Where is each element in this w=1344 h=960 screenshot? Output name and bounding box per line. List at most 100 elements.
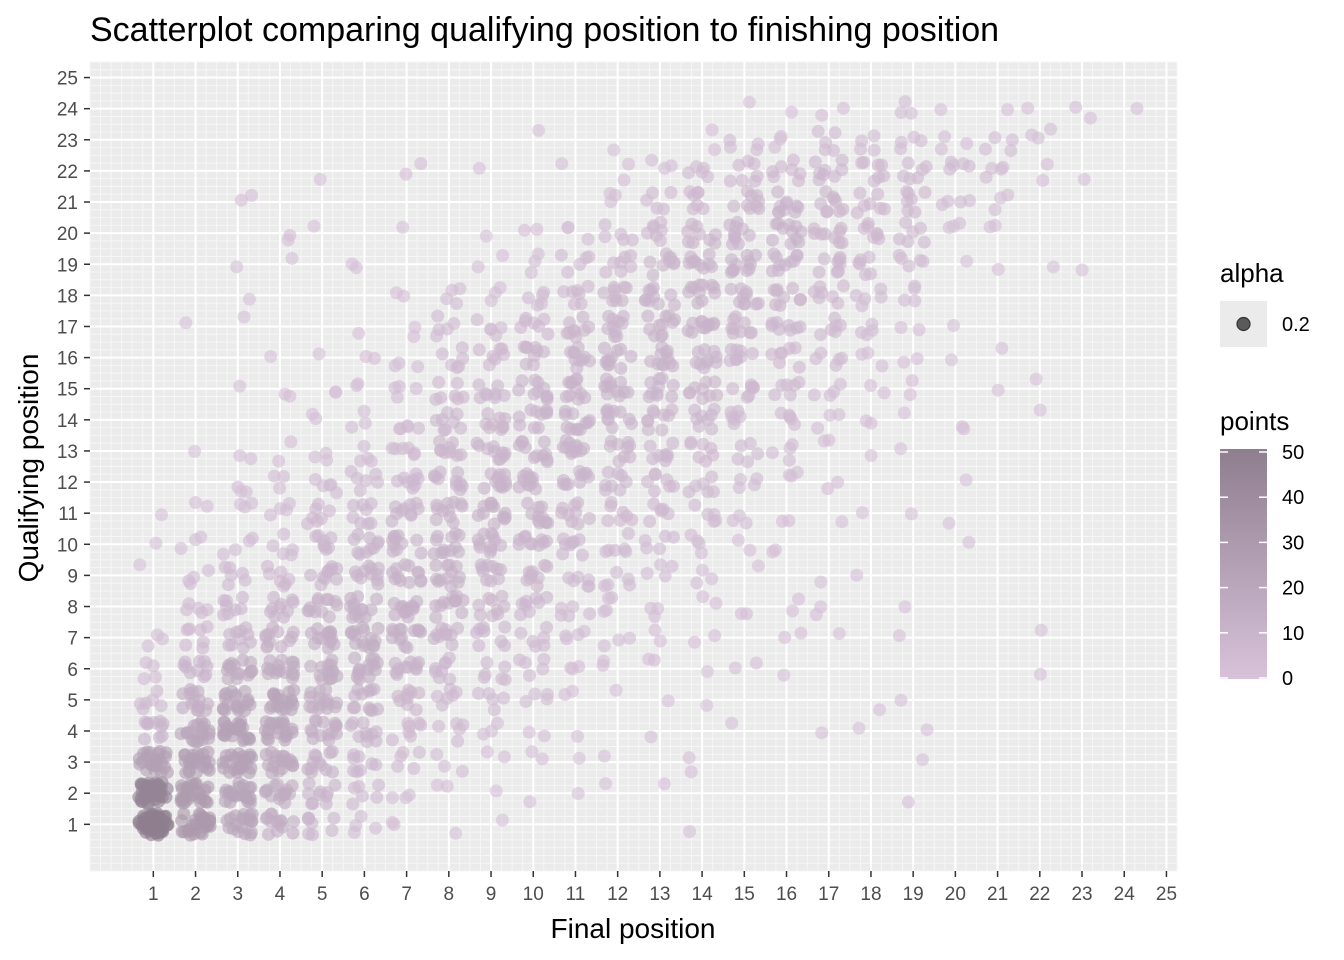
data-point <box>864 379 878 392</box>
data-point <box>918 185 932 199</box>
data-point <box>597 639 611 653</box>
data-point <box>625 233 639 247</box>
y-tick-label: 12 <box>57 473 78 494</box>
data-point <box>625 513 639 527</box>
data-point <box>807 388 821 402</box>
x-tick-label: 3 <box>232 884 243 905</box>
data-point <box>790 248 804 262</box>
data-point <box>640 566 654 580</box>
data-point <box>819 136 833 149</box>
data-point <box>480 745 494 759</box>
data-point <box>664 186 678 199</box>
y-tick-label: 11 <box>58 504 78 525</box>
data-point <box>483 545 497 559</box>
data-point <box>658 448 672 462</box>
data-point <box>179 638 193 652</box>
data-point <box>385 514 399 528</box>
data-point <box>864 449 878 462</box>
data-point <box>614 342 628 356</box>
data-point <box>1001 103 1014 117</box>
data-point <box>347 602 361 616</box>
data-point <box>705 572 719 586</box>
data-point <box>481 407 495 421</box>
data-point <box>270 699 284 713</box>
data-point <box>859 414 873 428</box>
data-point <box>908 205 922 219</box>
data-point <box>349 636 362 650</box>
data-point <box>470 313 484 327</box>
data-point <box>385 791 399 805</box>
data-point <box>665 390 679 404</box>
data-point <box>275 653 289 667</box>
data-point <box>521 496 535 510</box>
data-point <box>441 406 454 420</box>
x-tick-label: 19 <box>903 884 924 905</box>
data-point <box>452 359 466 373</box>
data-point <box>262 827 275 841</box>
data-point <box>189 533 202 547</box>
data-point <box>647 497 661 511</box>
data-point <box>386 534 400 547</box>
data-point <box>385 441 399 455</box>
data-point <box>303 700 317 714</box>
data-point <box>236 590 249 604</box>
data-point <box>141 639 155 653</box>
data-point <box>479 417 493 431</box>
data-point <box>746 381 760 395</box>
data-point <box>281 233 295 247</box>
color-legend-label: 40 <box>1282 487 1304 509</box>
data-point <box>1130 102 1144 115</box>
data-point <box>274 716 288 730</box>
data-point <box>455 479 469 493</box>
y-tick-label: 13 <box>57 442 78 463</box>
data-point <box>369 467 383 481</box>
data-point <box>771 217 785 231</box>
data-point <box>581 416 595 430</box>
data-point <box>519 311 533 325</box>
data-point <box>354 516 368 530</box>
data-point <box>414 157 428 171</box>
data-point <box>682 285 696 299</box>
data-point <box>481 442 495 456</box>
data-point <box>229 690 242 704</box>
data-point <box>432 375 446 389</box>
data-point <box>434 599 448 613</box>
data-point <box>784 469 798 483</box>
data-point <box>783 341 796 355</box>
data-point <box>150 684 164 698</box>
data-point <box>218 703 232 717</box>
data-point <box>540 390 554 404</box>
data-point <box>655 371 669 385</box>
data-point <box>528 373 542 387</box>
data-point <box>988 219 1002 232</box>
data-point <box>855 347 869 361</box>
data-point <box>264 815 278 828</box>
data-point <box>655 358 669 372</box>
data-point <box>555 157 569 171</box>
data-point <box>349 819 363 832</box>
data-point <box>273 600 287 614</box>
data-point <box>657 777 671 791</box>
data-point <box>519 695 533 708</box>
data-point <box>696 563 709 577</box>
color-legend-label: 20 <box>1282 578 1304 600</box>
data-point <box>186 788 200 802</box>
data-point <box>496 249 510 262</box>
data-point <box>357 404 371 418</box>
data-point <box>777 203 791 217</box>
data-point <box>450 376 464 390</box>
data-point <box>357 623 371 637</box>
data-point <box>440 292 454 306</box>
data-point <box>823 408 837 422</box>
data-point <box>616 505 630 519</box>
data-point <box>313 172 327 186</box>
data-point <box>648 623 662 637</box>
data-point <box>133 697 147 711</box>
data-point <box>598 218 612 232</box>
data-point <box>963 194 976 207</box>
data-point <box>429 610 443 624</box>
data-point <box>1001 188 1015 202</box>
data-point <box>412 421 425 435</box>
data-point <box>688 635 701 649</box>
data-point <box>531 421 545 435</box>
